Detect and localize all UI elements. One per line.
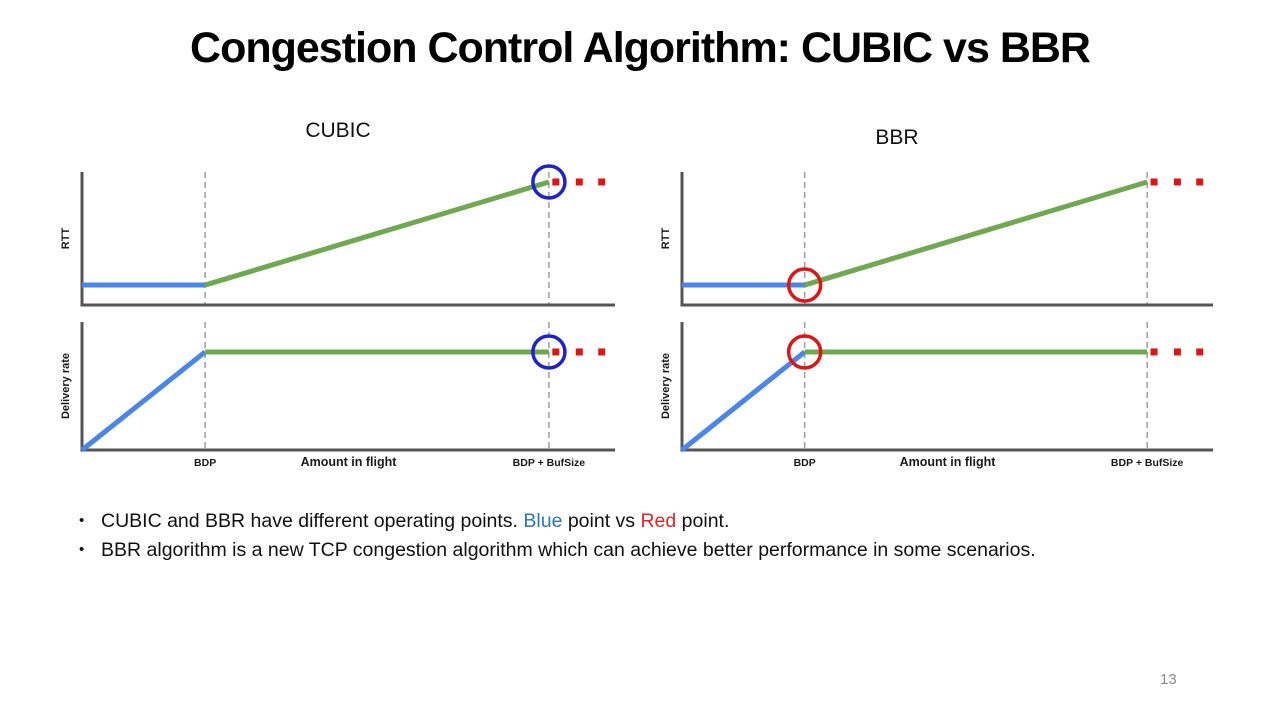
- line-segment-buffer-filling: [204, 179, 550, 288]
- x-tick-label: Amount in flight: [301, 455, 398, 469]
- line-segment-ramp-up: [80, 349, 207, 452]
- overflow-dot: [552, 178, 560, 186]
- overflow-dot: [598, 348, 606, 356]
- bullet-text: Blue: [523, 510, 563, 532]
- x-tick-label: BDP + BufSize: [513, 457, 586, 469]
- overflow-dot: [598, 178, 606, 186]
- operating-point-circle: [531, 164, 567, 200]
- slide-title: Congestion Control Algorithm: CUBIC vs B…: [190, 24, 1091, 72]
- line-segment-buffer-filling: [803, 179, 1148, 288]
- overflow-dot: [575, 178, 583, 186]
- chart-bbr-rtt: RTT: [660, 172, 1213, 307]
- chart-cubic-delivery: Delivery rate BDP Amount in flight BDP + Bu…: [60, 322, 615, 469]
- chart-group-title-bbr: BBR: [875, 126, 919, 149]
- page-number: 13: [1160, 671, 1177, 688]
- chart-group-title-cubic: CUBIC: [305, 119, 371, 142]
- bullet-glyph: •: [79, 541, 85, 558]
- chart-bbr-delivery: Delivery rate BDP Amount in flight BDP + Bu…: [660, 322, 1213, 469]
- bullet-text: Red: [640, 510, 677, 532]
- y-axis-label: RTT: [660, 228, 672, 250]
- overflow-dot: [1150, 178, 1158, 186]
- overflow-dot: [1173, 178, 1181, 186]
- x-tick-label: BDP: [794, 457, 816, 469]
- bullet-list: • CUBIC and BBR have different operating …: [70, 507, 1210, 565]
- bullet-text: point.: [676, 510, 730, 532]
- bullet-text: CUBIC and BBR have different operating p…: [101, 510, 524, 532]
- bullet-item: • CUBIC and BBR have different operating …: [70, 507, 1210, 535]
- overflow-dot: [1150, 348, 1158, 356]
- bullet-text: BBR algorithm is a new TCP congestion al…: [101, 539, 1036, 561]
- operating-point-circle: [786, 267, 823, 303]
- overflow-dot: [575, 348, 583, 356]
- operating-point-circle: [786, 334, 823, 370]
- overflow-dot: [552, 348, 560, 356]
- y-axis-label: Delivery rate: [660, 353, 672, 419]
- y-axis-label: RTT: [60, 228, 72, 250]
- operating-point-circle: [531, 334, 567, 370]
- bullet-item: • BBR algorithm is a new TCP congestion a…: [70, 536, 1210, 564]
- bullet-glyph: •: [79, 512, 85, 529]
- overflow-dot: [1173, 348, 1181, 356]
- chart-cubic-rtt: RTT: [60, 164, 615, 307]
- x-tick-label: BDP: [194, 457, 216, 469]
- line-segment-ramp-up: [680, 349, 807, 452]
- bullet-text: point vs: [562, 510, 641, 532]
- overflow-dot: [1196, 178, 1204, 186]
- x-tick-label: BDP + BufSize: [1111, 457, 1184, 469]
- x-tick-label: Amount in flight: [900, 455, 997, 469]
- y-axis-label: Delivery rate: [60, 353, 72, 419]
- overflow-dot: [1196, 348, 1204, 356]
